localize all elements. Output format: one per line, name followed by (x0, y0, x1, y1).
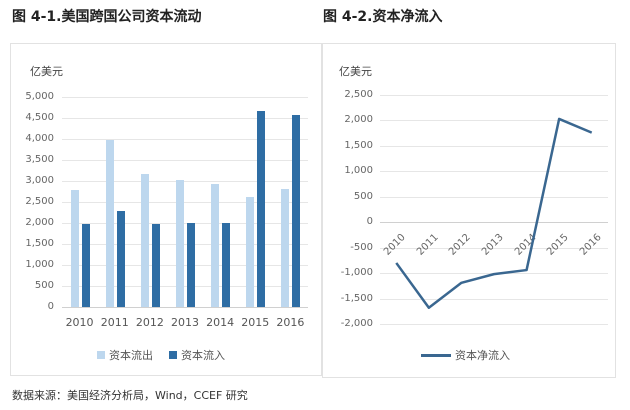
legend-inflow-label: 资本流入 (181, 349, 225, 362)
gridline (62, 139, 308, 140)
inflow-bar (81, 223, 90, 307)
y-tick-label: 2,000 (25, 217, 54, 228)
y-tick-label: 3,000 (25, 175, 54, 186)
gridline (62, 307, 308, 308)
gridline (62, 118, 308, 119)
y-tick-label: 2,500 (344, 89, 373, 100)
gridline (380, 196, 608, 198)
net-inflow-line-swatch (421, 353, 451, 357)
outflow-bar (70, 190, 79, 307)
y-tick-label: -2,000 (340, 318, 373, 329)
outflow-bar (176, 179, 184, 307)
outflow-bar (281, 189, 290, 307)
y-tick-label: 500 (353, 190, 373, 202)
y-tick-label: 2,000 (344, 114, 373, 126)
outflow-swatch (97, 351, 105, 359)
outflow-bar (211, 183, 220, 307)
gridline (62, 265, 308, 266)
inflow-bar (222, 223, 231, 307)
outflow-bar (105, 139, 114, 307)
gridline (380, 145, 608, 147)
legend-outflow-label: 资本流出 (109, 349, 153, 362)
y-tick-label: 1,500 (344, 139, 373, 151)
left-figure-title: 图 4-1.美国跨国公司资本流动 (12, 9, 202, 25)
left-chart-panel (10, 43, 322, 376)
y-tick-label: 1,000 (344, 165, 373, 177)
right-unit-label: 亿美元 (339, 65, 372, 78)
y-tick-label: -500 (350, 241, 373, 253)
x-tick-label: 2013 (171, 316, 199, 329)
y-tick-label: 0 (366, 216, 373, 228)
gridline (62, 223, 308, 224)
inflow-bar (116, 210, 125, 307)
gridline (62, 97, 308, 98)
gridline (62, 244, 308, 245)
left-legend: 资本流出 资本流入 (97, 347, 225, 363)
right-legend: 资本净流入 (421, 347, 510, 363)
gridline (380, 222, 608, 224)
inflow-bar (151, 223, 160, 307)
x-tick-label: 2015 (241, 316, 270, 329)
gridline (380, 120, 608, 122)
y-tick-label: -1,500 (340, 292, 373, 304)
y-tick-label: 1,500 (25, 238, 54, 249)
gridline (62, 286, 308, 287)
y-tick-label: 5,000 (25, 91, 54, 102)
y-tick-label: 500 (34, 280, 54, 291)
inflow-bar (292, 115, 301, 307)
x-tick-label: 2010 (65, 316, 94, 329)
gridline (62, 202, 308, 203)
gridline (380, 247, 608, 249)
gridline (380, 298, 608, 300)
inflow-bar (187, 223, 195, 307)
x-tick-label: 2016 (276, 316, 305, 329)
gridline (380, 95, 608, 96)
data-source-note: 数据来源：美国经济分析局，Wind，CCEF 研究 (12, 389, 248, 402)
y-tick-label: 3,500 (25, 154, 54, 165)
inflow-bar (257, 111, 266, 307)
outflow-bar (246, 196, 255, 307)
y-tick-label: 0 (47, 301, 54, 312)
y-tick-label: 1,000 (25, 259, 54, 270)
y-tick-label: 4,000 (25, 133, 54, 144)
inflow-swatch (169, 351, 177, 359)
right-figure-title: 图 4-2.资本净流入 (323, 9, 443, 25)
gridline (62, 160, 308, 161)
x-tick-label: 2012 (135, 316, 164, 329)
left-unit-label: 亿美元 (30, 65, 63, 78)
y-tick-label: 2,500 (25, 196, 54, 207)
gridline (380, 171, 608, 173)
x-tick-label: 2014 (206, 316, 235, 329)
right-chart-panel (322, 43, 616, 378)
gridline (62, 181, 308, 182)
y-tick-label: -1,000 (340, 267, 373, 279)
x-tick-label: 2011 (100, 316, 129, 329)
legend-net-inflow-label: 资本净流入 (455, 349, 510, 362)
gridline (380, 324, 608, 325)
outflow-bar (140, 173, 149, 307)
y-tick-label: 4,500 (25, 112, 54, 123)
